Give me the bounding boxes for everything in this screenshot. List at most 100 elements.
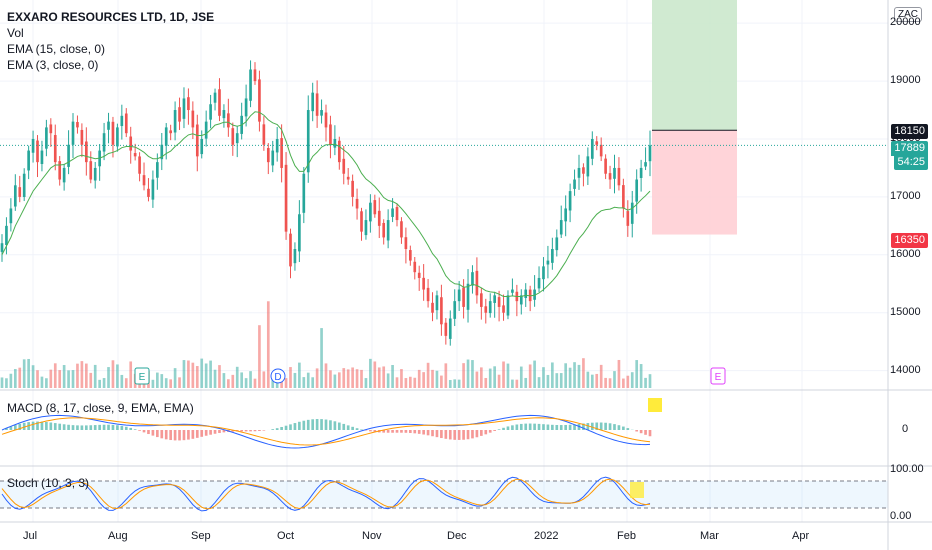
- macd-histogram-bar: [18, 423, 22, 430]
- macd-histogram-bar: [448, 430, 452, 440]
- target-zone[interactable]: [652, 0, 737, 131]
- volume-bar: [240, 372, 244, 388]
- volume-bar: [413, 377, 417, 388]
- macd-histogram-bar: [182, 430, 186, 441]
- candle-body: [480, 293, 483, 307]
- candle-body: [9, 208, 13, 224]
- macd-histogram-bar: [626, 428, 630, 430]
- volume-bar: [346, 369, 350, 388]
- volume-bar: [209, 360, 212, 388]
- volume-bar: [586, 371, 590, 388]
- volume-bar: [169, 379, 172, 388]
- ema15-label[interactable]: EMA (15, close, 0): [7, 42, 106, 56]
- time-axis-label: Nov: [362, 530, 382, 542]
- candle-body: [613, 167, 616, 179]
- macd-histogram-bar: [457, 430, 461, 440]
- macd-histogram-bar: [466, 430, 470, 440]
- macd-histogram-bar: [40, 421, 44, 430]
- macd-histogram-bar: [311, 419, 315, 430]
- dividend-icon: [270, 368, 286, 384]
- macd-histogram-bar: [280, 426, 283, 430]
- candle-body: [315, 93, 319, 116]
- candle-body: [626, 211, 630, 226]
- macd-histogram-bar: [306, 419, 310, 430]
- currency-badge[interactable]: ZAC: [894, 7, 922, 22]
- candle-body: [422, 277, 425, 290]
- countdown-tag: 54:25: [894, 155, 928, 170]
- candle-body: [156, 162, 159, 178]
- candle-body: [555, 237, 559, 251]
- macd-histogram-bar: [426, 430, 430, 436]
- candle-body: [342, 158, 346, 174]
- candle-body: [89, 161, 93, 180]
- symbol-title[interactable]: EXXARO RESOURCES LTD, 1D, JSE: [7, 10, 215, 24]
- candle-body: [116, 127, 119, 147]
- macd-label[interactable]: MACD (8, 17, close, 9, EMA, EMA): [7, 401, 194, 415]
- volume-bar: [5, 378, 8, 388]
- macd-histogram-bar: [151, 430, 155, 436]
- macd-histogram-bar: [480, 430, 483, 436]
- volume-bar: [293, 372, 297, 388]
- candle-body: [617, 167, 621, 186]
- macd-histogram-bar: [497, 429, 501, 430]
- candle-body: [187, 97, 190, 111]
- macd-histogram-bar: [604, 422, 607, 430]
- candle-body: [448, 318, 452, 339]
- volume-bar: [222, 373, 226, 388]
- stop-zone[interactable]: [652, 130, 737, 235]
- volume-bar: [537, 377, 541, 388]
- volume-bar: [93, 364, 97, 388]
- volume-bar: [231, 374, 235, 388]
- macd-histogram-bar: [53, 423, 57, 430]
- volume-bar: [626, 375, 630, 388]
- candle-body: [519, 295, 523, 305]
- macd-histogram-bar: [435, 430, 439, 438]
- candle-body: [484, 306, 488, 313]
- stoch-label[interactable]: Stoch (10, 3, 3): [7, 476, 90, 490]
- macd-histogram-bar: [440, 430, 443, 439]
- candle-body: [249, 69, 252, 101]
- candle-body: [147, 188, 150, 197]
- stoch-pane: [0, 476, 888, 512]
- last-price-tag: 17889: [891, 141, 928, 156]
- macd-histogram-bar: [164, 430, 168, 440]
- volume-bar: [173, 368, 177, 388]
- volume-bar: [298, 362, 301, 388]
- candle-body: [266, 148, 270, 163]
- time-axis-label: Feb: [617, 530, 636, 542]
- volume-bar: [213, 369, 217, 388]
- macd-histogram-bar: [160, 430, 164, 439]
- candle-body: [431, 302, 434, 313]
- volume-bar: [542, 367, 545, 388]
- candle-body: [71, 121, 75, 145]
- volume-bar: [182, 360, 186, 388]
- volume-bar: [404, 378, 408, 388]
- volume-bar: [630, 372, 634, 388]
- volume-bar: [9, 373, 13, 388]
- candle-body: [408, 250, 412, 261]
- macd-histogram-bar: [337, 422, 341, 430]
- candle-body: [262, 124, 266, 145]
- earnings-icon: [710, 367, 726, 385]
- candle-body: [546, 260, 550, 265]
- candle-body: [200, 138, 204, 155]
- macd-histogram-bar: [293, 423, 297, 430]
- candle-body: [45, 127, 48, 149]
- macd-histogram-bar: [355, 428, 359, 430]
- candle-body: [559, 220, 563, 235]
- volume-bar: [124, 378, 128, 388]
- volume-bar: [648, 374, 652, 388]
- ema3-label[interactable]: EMA (3, close, 0): [7, 58, 99, 72]
- volume-bar: [551, 362, 554, 388]
- price-axis-label: 17000: [890, 189, 921, 202]
- vol-label[interactable]: Vol: [7, 26, 24, 40]
- candle-body: [275, 138, 279, 153]
- candle-body: [142, 175, 146, 186]
- macd-histogram-bar: [275, 428, 279, 430]
- candle-body: [648, 145, 652, 162]
- volume-bar: [342, 368, 346, 388]
- volume-bar: [386, 373, 390, 388]
- volume-bar: [555, 373, 559, 388]
